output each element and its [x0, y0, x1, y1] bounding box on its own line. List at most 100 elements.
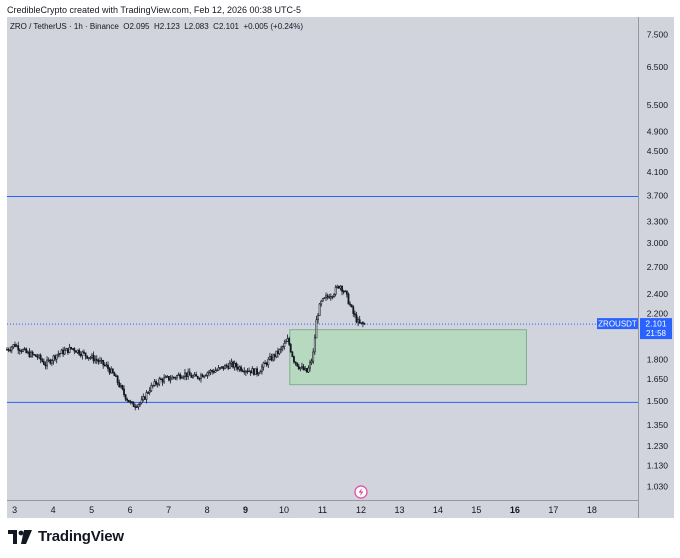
candle-body — [176, 375, 178, 379]
candle-body — [107, 364, 109, 369]
candle-body — [155, 381, 157, 385]
candle-body — [161, 379, 164, 383]
candle-body — [150, 385, 153, 392]
candle-body — [12, 344, 15, 348]
candle-body — [288, 338, 291, 345]
candle-body — [334, 287, 337, 295]
candle-body — [143, 396, 146, 400]
candle-body — [86, 355, 89, 359]
candle-body — [252, 368, 255, 375]
candle-body — [344, 290, 347, 293]
candle-body — [297, 365, 300, 370]
candle-body — [166, 376, 169, 378]
price-tick-label: 2.700 — [647, 262, 669, 272]
candle-body — [257, 372, 260, 375]
candle-body — [131, 401, 133, 404]
price-tag-value: 2.101 — [645, 319, 667, 329]
price-tick-label: 1.230 — [647, 441, 669, 451]
candle-body — [293, 356, 295, 363]
time-tick-label: 6 — [128, 505, 133, 515]
candle-body — [201, 374, 204, 378]
candle-body — [228, 362, 231, 369]
candle-body — [168, 376, 170, 381]
candle-body — [227, 365, 230, 369]
candle-body — [224, 365, 226, 370]
tradingview-logo[interactable]: TradingView — [8, 528, 124, 545]
price-axis-area — [638, 17, 674, 518]
candle-body — [164, 376, 167, 379]
candle-body — [102, 359, 105, 366]
candle-body — [313, 337, 316, 353]
candle-body — [267, 358, 270, 366]
candle-body — [47, 359, 50, 362]
close-value: 2.101 — [218, 22, 239, 31]
time-tick-label: 17 — [548, 505, 558, 515]
candle-body — [217, 367, 220, 371]
candle-body — [283, 342, 286, 347]
candle-body — [50, 360, 53, 364]
open-value: 2.095 — [129, 22, 150, 31]
candle-body — [140, 399, 143, 404]
price-tick-label: 2.200 — [647, 309, 669, 319]
candle-body — [352, 306, 355, 314]
candle-body — [273, 354, 276, 358]
candle-body — [294, 361, 297, 364]
low-value: 2.083 — [188, 22, 209, 31]
candle-body — [17, 345, 20, 351]
candle-body — [256, 368, 258, 375]
candle-body — [87, 357, 90, 359]
candle-body — [355, 314, 358, 323]
candle-body — [110, 368, 113, 374]
price-tag — [640, 318, 672, 340]
candle-body — [363, 323, 366, 325]
candle-body — [312, 351, 315, 362]
candle-body — [281, 346, 284, 349]
candle-body — [333, 294, 335, 297]
candle-body — [38, 354, 40, 358]
symbol-info-bar: ZRO / TetherUS · 1h · Binance O2.095 H2.… — [10, 22, 303, 31]
lightning-glyph — [358, 488, 364, 496]
demand-zone — [289, 329, 527, 386]
candle-body — [216, 369, 218, 372]
candle-body — [230, 361, 233, 364]
candle-body — [42, 361, 45, 365]
candle-body — [94, 358, 97, 362]
candle-body — [317, 315, 319, 321]
time-tick-label: 14 — [433, 505, 443, 515]
candle-body — [358, 319, 361, 324]
candle-body — [151, 385, 154, 387]
candle-body — [156, 383, 159, 386]
candle-body — [259, 371, 262, 374]
candle-body — [60, 349, 63, 354]
candle-body — [83, 351, 85, 354]
ticker-tag-label: ZROUSDT — [598, 320, 637, 329]
candle-body — [28, 351, 31, 358]
candle-body — [108, 368, 111, 374]
candle-body — [92, 354, 95, 362]
candle-body — [270, 356, 273, 361]
price-tick-label: 1.650 — [647, 374, 669, 384]
candle-body — [132, 402, 135, 407]
time-tick-label: 5 — [89, 505, 94, 515]
candle-body — [246, 370, 249, 373]
candle-body — [184, 372, 186, 377]
time-tick-label: 12 — [356, 505, 366, 515]
candle-body — [174, 377, 177, 379]
price-tick-label: 1.500 — [647, 396, 669, 406]
symbol-name[interactable]: ZRO / TetherUS · 1h · Binance — [10, 22, 119, 31]
candle-body — [203, 375, 206, 378]
candle-body — [7, 349, 10, 351]
candle-body — [307, 367, 310, 373]
time-tick-label: 11 — [318, 505, 327, 515]
candle-body — [339, 285, 342, 289]
candle-body — [163, 377, 166, 383]
candle-body — [328, 296, 331, 299]
candle-body — [220, 366, 223, 368]
candle-body — [278, 349, 281, 355]
candle-body — [65, 348, 68, 351]
candle-body — [158, 378, 161, 385]
candle-body — [264, 362, 267, 365]
candle-body — [225, 365, 228, 367]
candle-body — [172, 376, 175, 379]
